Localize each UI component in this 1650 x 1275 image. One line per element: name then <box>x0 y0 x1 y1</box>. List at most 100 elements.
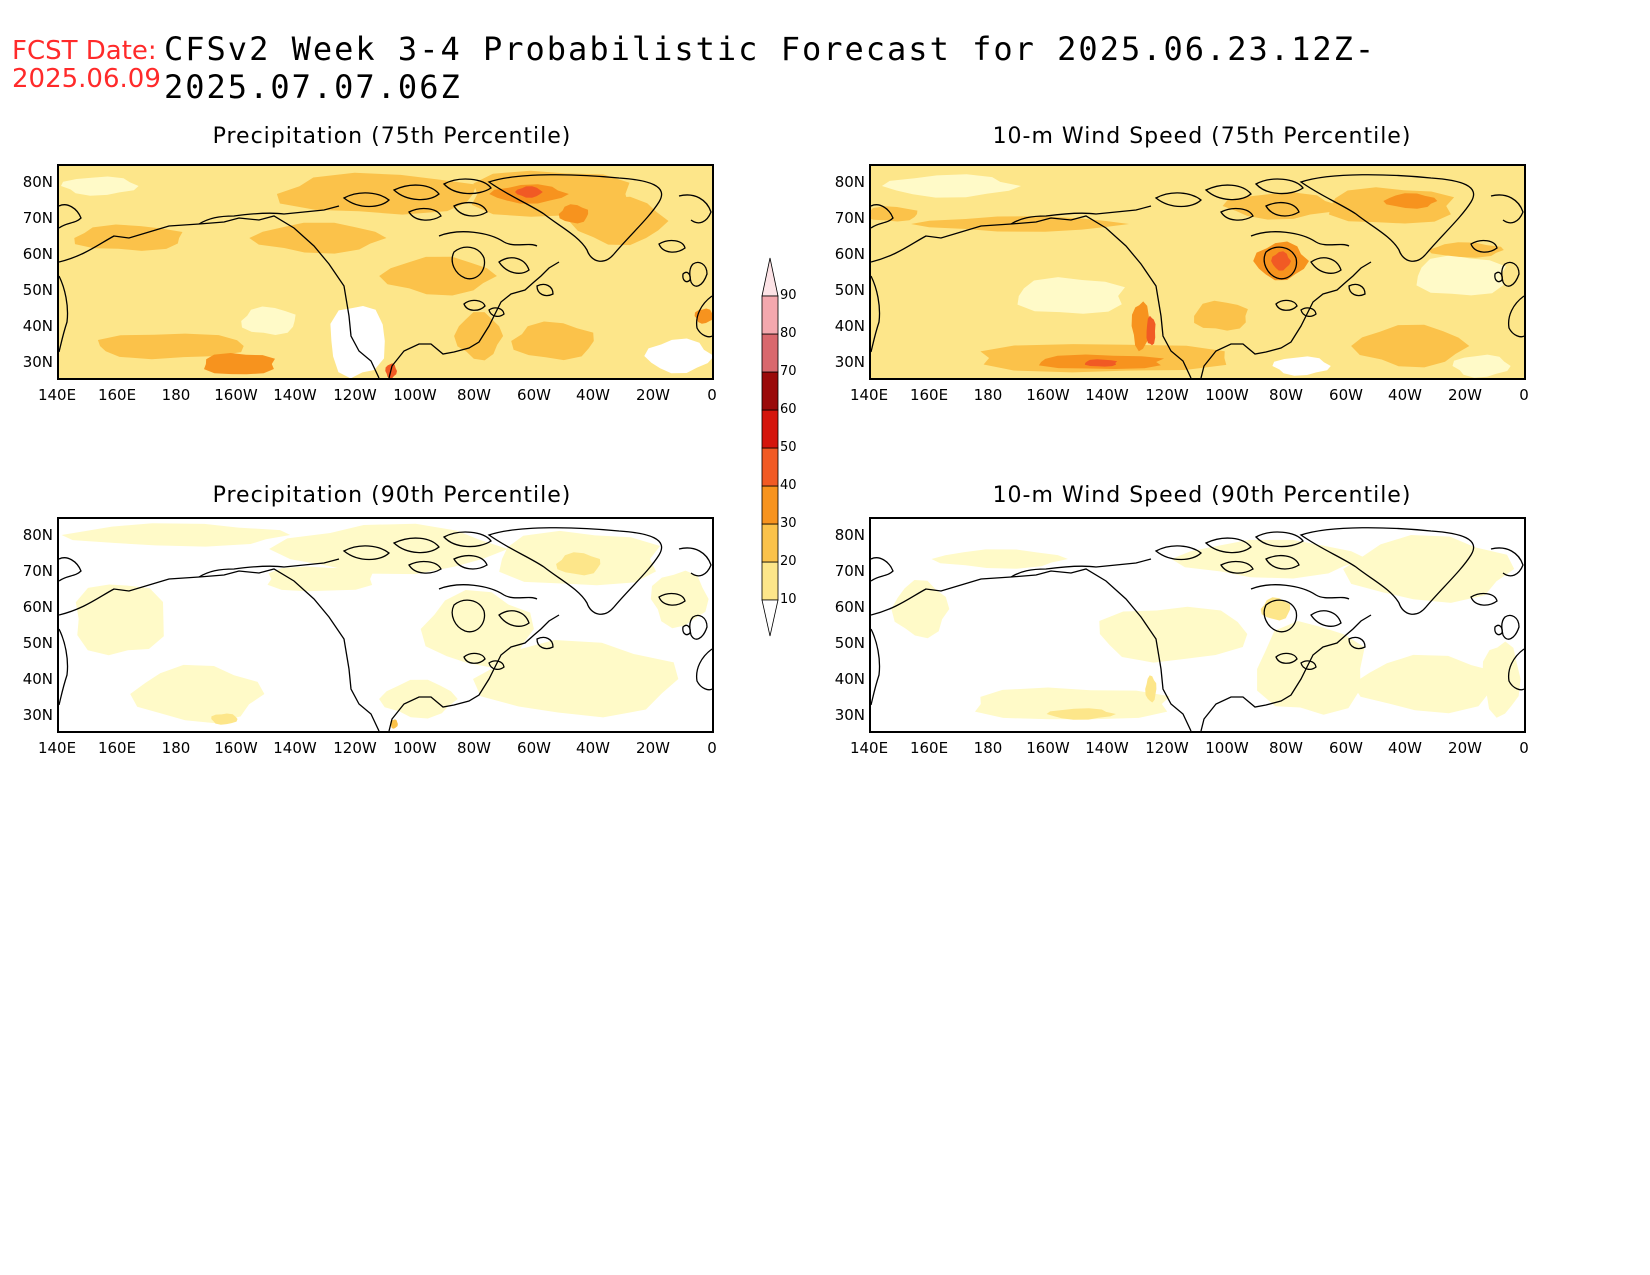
lon-label: 160E <box>97 386 137 404</box>
lon-label: 20W <box>1448 739 1482 757</box>
lon-label: 20W <box>1448 386 1482 404</box>
map-wind-75th <box>869 164 1526 380</box>
coastline <box>658 239 686 253</box>
lon-label: 140E <box>37 739 77 757</box>
probability-area <box>1271 251 1291 271</box>
coastline <box>1507 295 1524 338</box>
colorbar-segment <box>761 447 779 487</box>
coastline <box>392 537 440 554</box>
lon-label: 100W <box>393 739 437 757</box>
colorbar-tick-label: 40 <box>780 478 797 493</box>
coastline <box>1010 205 1152 225</box>
colorbar-tick-label: 50 <box>780 440 797 455</box>
map-precip-90th <box>57 517 714 733</box>
colorbar-segment <box>761 371 779 411</box>
map-canvas <box>871 519 1524 731</box>
coastline <box>689 261 708 287</box>
coastline <box>1154 545 1202 561</box>
probability-area <box>931 549 1068 569</box>
probability-area <box>473 640 679 718</box>
probability-area <box>1222 192 1341 220</box>
colorbar-segment <box>761 333 779 373</box>
coastline <box>1263 599 1298 633</box>
colorbar <box>761 257 779 637</box>
probability-area <box>130 664 265 724</box>
coastline <box>59 275 69 353</box>
coastline <box>1470 592 1498 606</box>
coastline <box>388 614 560 731</box>
lat-label: 80N <box>834 173 865 191</box>
coastline <box>1265 554 1300 570</box>
map-precip-75th <box>57 164 714 380</box>
lon-label: 120W <box>1145 739 1189 757</box>
coastline <box>1300 307 1317 317</box>
lat-label: 50N <box>834 281 865 299</box>
lon-label: 60W <box>517 739 551 757</box>
colorbar-bottom-cap <box>761 599 779 637</box>
lon-label: 140E <box>37 386 77 404</box>
probability-area <box>911 216 1130 232</box>
coastline <box>438 584 538 600</box>
fcst-date-label: FCST Date: <box>12 36 157 66</box>
probability-area <box>1171 539 1368 579</box>
probability-area <box>650 570 709 629</box>
fcst-date-value: 2025.06.09 <box>12 64 161 94</box>
lat-label: 40N <box>834 317 865 335</box>
coastline <box>488 660 505 670</box>
probability-area <box>1017 277 1125 314</box>
page-title: CFSv2 Week 3-4 Probabilistic Forecast fo… <box>164 30 1377 106</box>
lon-label: 40W <box>576 739 610 757</box>
coastline <box>678 194 712 224</box>
coastline <box>463 652 486 664</box>
coastline <box>59 215 380 378</box>
coastline <box>438 231 538 247</box>
coastline <box>453 201 488 217</box>
coastline <box>871 557 894 582</box>
coastline <box>1220 560 1254 574</box>
probability-area <box>1343 535 1515 603</box>
lon-label: 180 <box>161 739 191 757</box>
colorbar-tick-label: 30 <box>780 516 797 531</box>
coastline <box>871 628 881 706</box>
coastline <box>453 554 488 570</box>
coastline <box>658 592 686 606</box>
probability-area <box>558 204 589 224</box>
coastline <box>1501 614 1520 640</box>
coastline <box>59 628 69 706</box>
coastline <box>451 599 486 633</box>
coastline <box>463 299 486 311</box>
lat-label: 60N <box>834 245 865 263</box>
probability-area <box>1416 255 1506 296</box>
coastline <box>442 531 492 548</box>
lon-label: 80W <box>1269 386 1303 404</box>
lat-label: 30N <box>22 706 53 724</box>
lat-label: 70N <box>22 562 53 580</box>
probability-area <box>1351 324 1470 368</box>
coastline <box>1490 194 1524 224</box>
probability-area <box>1099 606 1248 663</box>
coastline <box>1254 178 1304 195</box>
lon-label: 0 <box>1519 386 1529 404</box>
coastline <box>1204 537 1252 554</box>
coastline <box>1494 271 1503 283</box>
coastline <box>678 547 712 577</box>
probability-area <box>211 713 238 725</box>
coastline <box>342 545 390 561</box>
coastline <box>1204 184 1252 201</box>
coastline <box>536 636 554 650</box>
coastline <box>198 205 340 225</box>
coastline <box>1220 207 1254 221</box>
lon-label: 120W <box>333 386 377 404</box>
lat-label: 80N <box>22 173 53 191</box>
coastline <box>1275 652 1298 664</box>
lon-label: 160E <box>909 386 949 404</box>
coastline <box>1299 527 1475 615</box>
coastline <box>1501 261 1520 287</box>
colorbar-segment <box>761 523 779 563</box>
probability-area <box>97 333 244 360</box>
coastline <box>536 283 554 297</box>
coastline <box>1154 192 1202 208</box>
probability-area <box>1146 315 1156 346</box>
lon-label: 180 <box>973 386 1003 404</box>
coastline <box>498 257 530 274</box>
